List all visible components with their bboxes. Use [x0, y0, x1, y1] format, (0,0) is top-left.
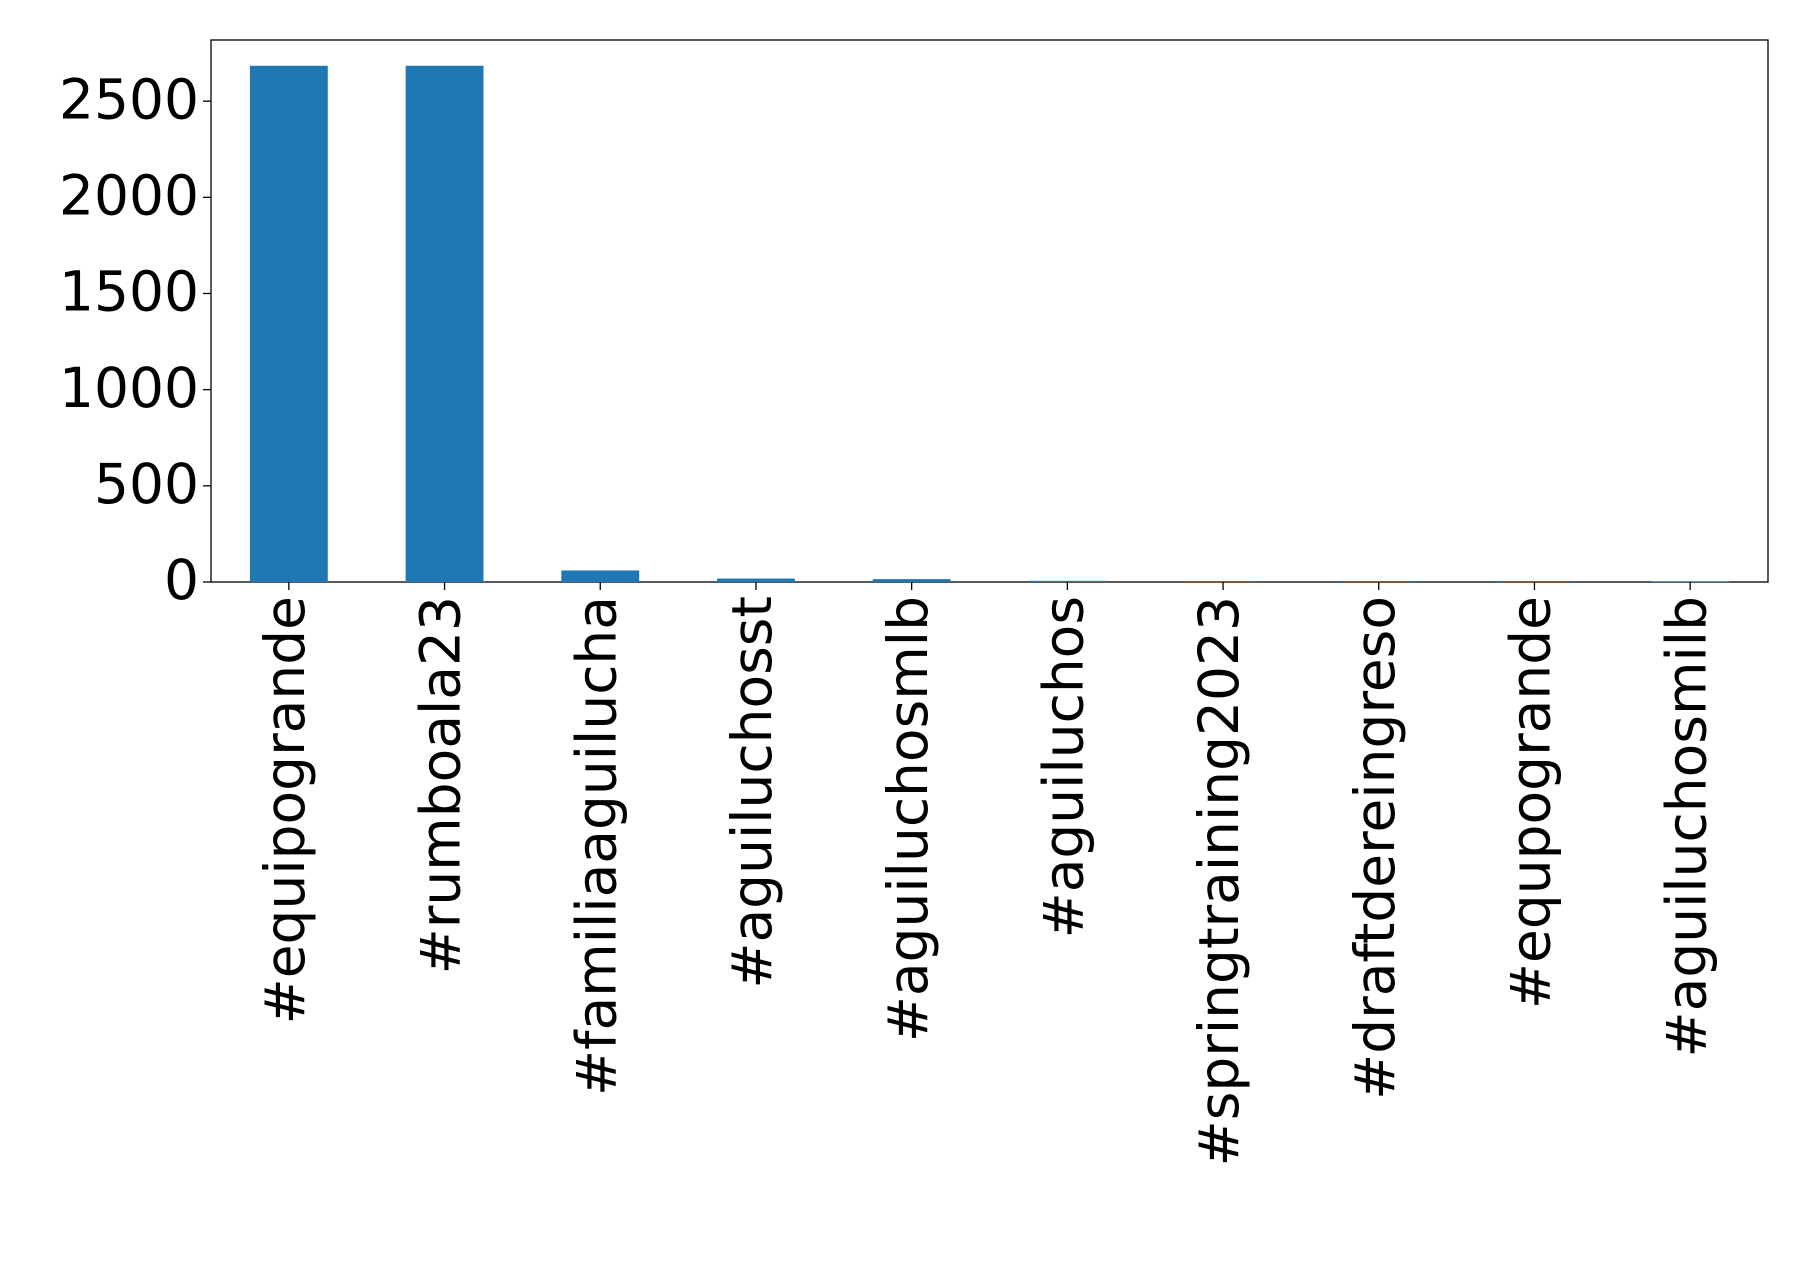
- axes-frame: [210, 39, 1769, 583]
- bar: [405, 65, 484, 582]
- x-tick-label: #familiaaguilucha: [564, 596, 628, 1096]
- x-tick-label: #equipogrande: [253, 596, 317, 1024]
- bar: [561, 570, 640, 582]
- x-tick-label: #aguiluchos: [1031, 596, 1095, 938]
- bar: [872, 579, 951, 582]
- bar: [249, 65, 328, 582]
- x-tick-label: #equpogrande: [1499, 596, 1563, 1009]
- x-tick-label: #aguiluchosmilb: [1654, 596, 1718, 1057]
- y-tick-label: 1000: [59, 356, 199, 420]
- y-tick-label: 2000: [59, 163, 199, 227]
- bar: [1651, 581, 1730, 582]
- x-tick-label: #draftdereingreso: [1343, 596, 1407, 1100]
- x-tick-label: #rumboala23: [409, 596, 473, 974]
- x-tick-label: #springtraining2023: [1187, 596, 1251, 1166]
- y-tick-label: 500: [94, 452, 199, 516]
- bar: [1028, 580, 1107, 582]
- x-tick-label: #aguiluchosmlb: [876, 596, 940, 1042]
- y-tick-label: 2500: [59, 67, 199, 131]
- bar: [1495, 581, 1574, 582]
- bar: [1339, 581, 1418, 582]
- y-tick-label: 0: [164, 548, 199, 612]
- x-tick-label: #aguiluchosst: [720, 596, 784, 989]
- y-tick-label: 1500: [59, 260, 199, 324]
- bar: [1184, 581, 1262, 582]
- bar: [717, 578, 795, 582]
